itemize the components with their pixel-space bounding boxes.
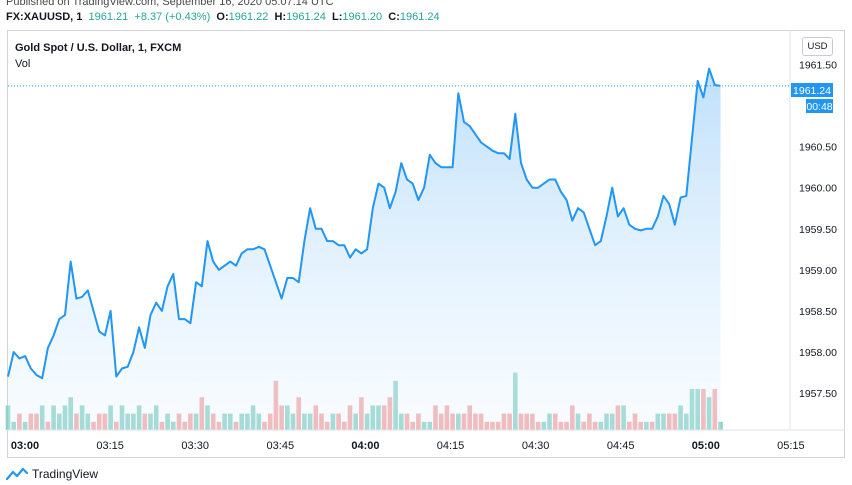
- low-label: L:: [332, 11, 343, 23]
- time-axis[interactable]: 03:00 03:15 03:30 03:45 04:00 04:15 04:30 04:45…: [11, 440, 805, 452]
- time-tick-label: 03:00: [11, 440, 39, 452]
- price-line: [7, 67, 721, 380]
- last-price-tag: 1961.24: [791, 83, 833, 97]
- high-label: H:: [274, 11, 287, 23]
- published-caption: Published on TradingView.com, September …: [6, 0, 334, 8]
- price-area: [8, 68, 721, 430]
- high-value: 1961.24: [286, 11, 326, 23]
- last-price-tag-label: 1961.24: [793, 85, 831, 97]
- change-value: +8.37 (+0.43%): [134, 11, 211, 23]
- currency-button[interactable]: USD: [802, 37, 833, 56]
- chart-panel: [7, 30, 845, 458]
- price-tick-label: 1958.50: [799, 306, 837, 318]
- volume-label: Vol: [15, 58, 31, 70]
- open-label: O:: [216, 11, 229, 23]
- symbol-label: FX:XAUUSD, 1: [6, 11, 83, 23]
- volume-bar: [5, 405, 11, 430]
- close-label: C:: [388, 11, 400, 23]
- time-tick-label: 03:45: [267, 440, 295, 452]
- chart-title: Gold Spot / U.S. Dollar, 1, FXCM: [15, 42, 182, 54]
- tradingview-logo-icon: [6, 468, 28, 480]
- price-tick-label: 1959.50: [799, 224, 837, 236]
- quote-bar: FX:XAUUSD, 1 1961.21 +8.37 (+0.43%) O:19…: [6, 11, 440, 23]
- price-tick-label: 1959.00: [799, 265, 837, 277]
- brand-footer[interactable]: TradingView: [6, 467, 98, 481]
- countdown-label: 00:48: [806, 101, 832, 113]
- open-value: 1961.22: [228, 11, 269, 23]
- price-tick-label: 1957.50: [799, 388, 837, 400]
- price-tick-label: 1960.50: [799, 142, 837, 154]
- price-axis[interactable]: 1957.50 1958.00 1958.50 1959.00 1959.50 1960.…: [799, 60, 837, 401]
- brand-label: TradingView: [32, 467, 99, 481]
- time-tick-label: 04:30: [522, 440, 550, 452]
- time-tick-label: 04:45: [607, 440, 635, 452]
- price-tick-label: 1958.00: [799, 347, 837, 359]
- last-price-value: 1961.21: [88, 11, 129, 23]
- time-tick-label: 03:30: [181, 440, 209, 452]
- close-value: 1961.24: [399, 11, 440, 23]
- time-tick-label: 05:15: [777, 440, 805, 452]
- time-tick-label: 04:15: [437, 440, 465, 452]
- low-value: 1961.20: [342, 11, 383, 23]
- time-tick-label: 05:00: [692, 440, 720, 452]
- countdown-tag: 00:48: [806, 99, 833, 113]
- price-tick-label: 1961.50: [799, 60, 837, 72]
- time-tick-label: 03:15: [96, 440, 124, 452]
- price-tick-label: 1960.00: [799, 183, 837, 195]
- time-tick-label: 04:00: [351, 440, 379, 452]
